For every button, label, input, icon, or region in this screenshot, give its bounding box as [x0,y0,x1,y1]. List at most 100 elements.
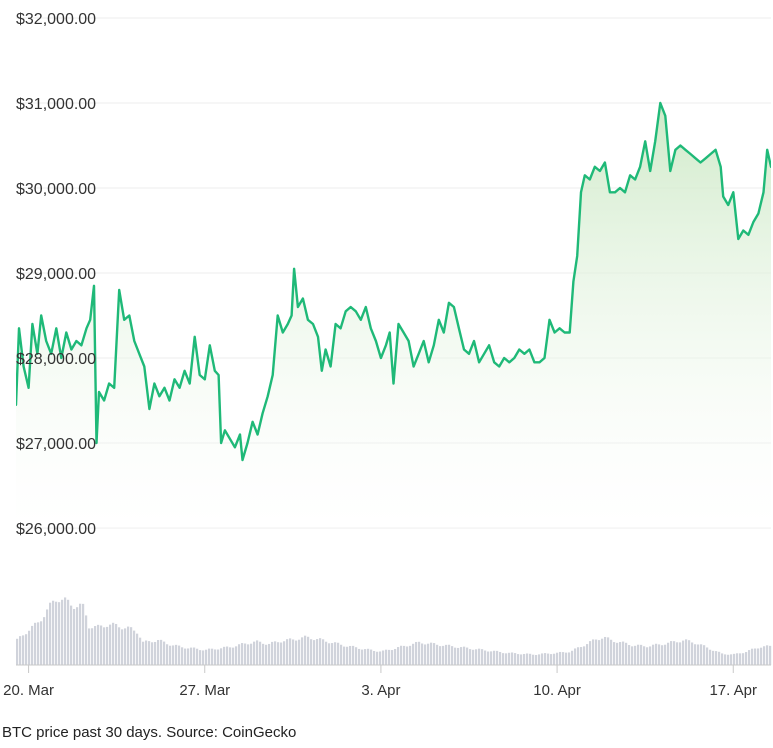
y-tick-label: $29,000.00 [16,266,96,283]
volume-bar [631,646,634,665]
volume-bar [487,651,490,665]
volume-bar [679,642,682,665]
volume-bar [502,653,505,665]
volume-bar [43,617,46,665]
volume-bar [433,643,436,665]
volume-bar [154,641,157,665]
volume-bar [184,648,187,665]
volume-bar [283,641,286,665]
x-tick-label: 27. Mar [179,682,230,699]
volume-bar [514,653,517,665]
volume-bar [382,650,385,665]
volume-bar [52,600,55,665]
volume-bar [85,615,88,665]
volume-bar [178,645,181,665]
volume-bar [274,641,277,665]
volume-bar [88,628,91,665]
volume-bar [286,639,289,665]
volume-bar [739,653,742,665]
y-tick-label: $28,000.00 [16,351,96,368]
volume-bar [208,648,211,665]
volume-bar [628,645,631,665]
volume-bar [661,645,664,665]
volume-bar [157,639,160,665]
volume-bar [385,649,388,665]
volume-bar [247,644,250,665]
volume-bar [244,643,247,665]
volume-bar [604,636,607,665]
volume-bar [454,647,457,665]
volume-bar [403,645,406,665]
price-area-fill [16,103,771,528]
volume-bar [655,643,658,665]
volume-bar [271,641,274,665]
volume-bar [709,649,712,665]
volume-bar [568,652,571,665]
volume-bar [277,642,280,665]
volume-bar [307,636,310,665]
volume-bar [394,648,397,665]
volume-bar [559,651,562,665]
volume-bar [352,645,355,665]
volume-bar [136,633,139,665]
volume-bar [316,639,319,665]
volume-bar [748,650,751,665]
volume-bar [130,627,133,665]
volume-bar [475,649,478,665]
volume-bar [472,649,475,665]
volume-bar [580,647,583,665]
volume-bar [160,639,163,665]
volume-bar [634,645,637,665]
volume-bar [763,646,766,665]
y-axis-ticks: $26,000.00 $27,000.00 $28,000.00 $29,000.00… [16,11,96,538]
volume-bar [349,645,352,665]
volume-bar [370,649,373,665]
volume-bar [34,622,37,665]
volume-bar [574,648,577,665]
volume-bar [649,646,652,665]
price-chart: $26,000.00 $27,000.00 $28,000.00 $29,000.00… [3,11,772,699]
volume-bar [205,649,208,665]
volume-bar [427,643,430,665]
volume-bar [481,649,484,665]
volume-bar [190,647,193,665]
volume-bar [577,647,580,665]
volume-bar [49,602,52,665]
volume-bar [73,608,76,665]
volume-bar [547,653,550,665]
volume-bar [343,646,346,665]
volume-bar [751,648,754,665]
x-tick-label: 17. Apr [709,682,757,699]
volume-bar [685,639,688,665]
volume-bar [607,637,610,665]
volume-bar [151,642,154,665]
volume-bar [556,652,559,665]
volume-bar [55,601,58,665]
volume-bar [328,643,331,665]
volume-bar [22,635,25,665]
volume-bar [388,649,391,665]
volume-bar [541,653,544,665]
volume-bar [250,643,253,665]
volume-bar [592,639,595,665]
volume-bar [676,642,679,665]
volume-bar [364,649,367,665]
volume-bar [436,644,439,665]
volume-bar [256,640,259,665]
volume-bar [58,602,61,665]
volume-bar [553,653,556,665]
volume-bar [463,646,466,665]
volume-bar [565,652,568,665]
volume-bar [493,650,496,665]
volume-bar [169,645,172,665]
volume-bar [670,641,673,665]
volume-bar [103,627,106,665]
volume-bar [424,644,427,665]
volume-bar [616,642,619,665]
volume-bar [442,645,445,665]
volume-bar [109,624,112,665]
volume-bar [175,644,178,665]
volume-bar [499,651,502,665]
volume-bar [640,644,643,665]
volume-bar [418,641,421,665]
